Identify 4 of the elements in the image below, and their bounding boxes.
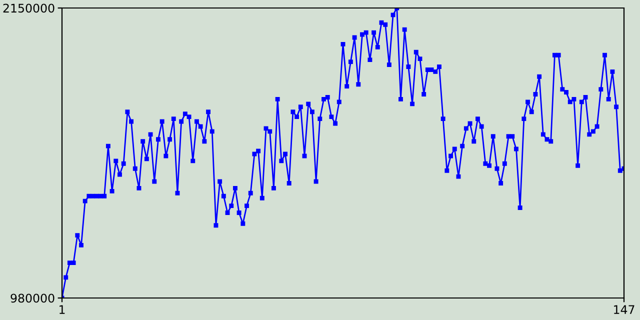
x-tick-label: 147 bbox=[614, 305, 634, 314]
x-tick-label: 1 bbox=[60, 305, 65, 314]
y-tick-label: 980000 bbox=[10, 294, 54, 303]
y-tick-label: 2150000 bbox=[3, 4, 54, 13]
